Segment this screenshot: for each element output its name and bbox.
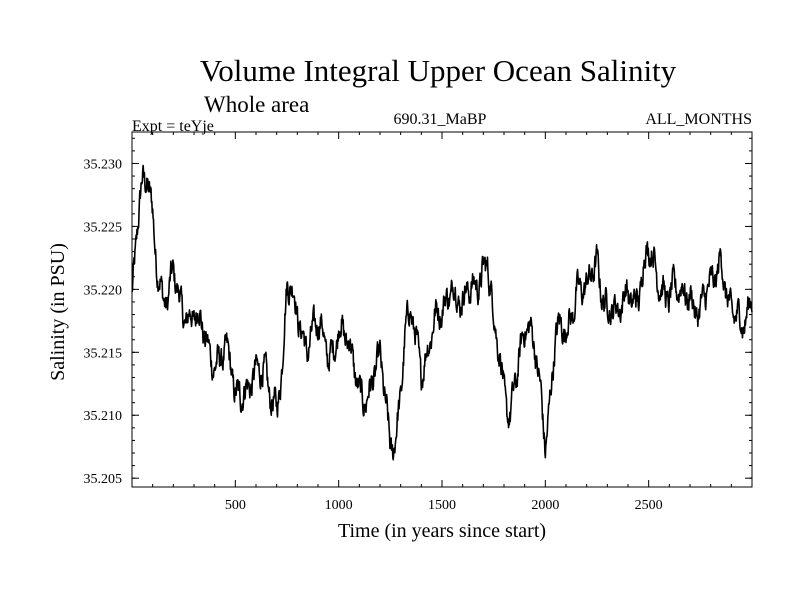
y-tick-label: 35.210 [84,409,123,424]
chart-title: Volume Integral Upper Ocean Salinity [200,53,677,88]
y-tick-label: 35.205 [84,472,123,487]
x-axis-label: Time (in years since start) [338,520,546,542]
x-tick-label: 1000 [325,498,353,513]
axis-tick-labels: 500 1000 1500 2000 2500 35.205 35.210 35.215 35.… [84,157,663,513]
y-tick-label: 35.220 [84,283,123,298]
chart-subtitle: Whole area [204,92,309,117]
x-tick-label: 500 [225,498,246,513]
salinity-series-line [131,164,753,461]
experiment-label: Expt = teYje [132,118,214,135]
y-tick-label: 35.225 [84,220,123,235]
axis-ticks [132,132,752,487]
y-tick-label: 35.215 [84,346,123,361]
x-tick-label: 2000 [531,498,559,513]
period-label: 690.31_MaBP [394,111,487,128]
y-axis-label: Salinity (in PSU) [47,243,69,381]
y-tick-label: 35.230 [84,157,123,172]
x-tick-label: 1500 [428,498,456,513]
x-tick-label: 2500 [635,498,663,513]
months-label: ALL_MONTHS [645,111,752,128]
